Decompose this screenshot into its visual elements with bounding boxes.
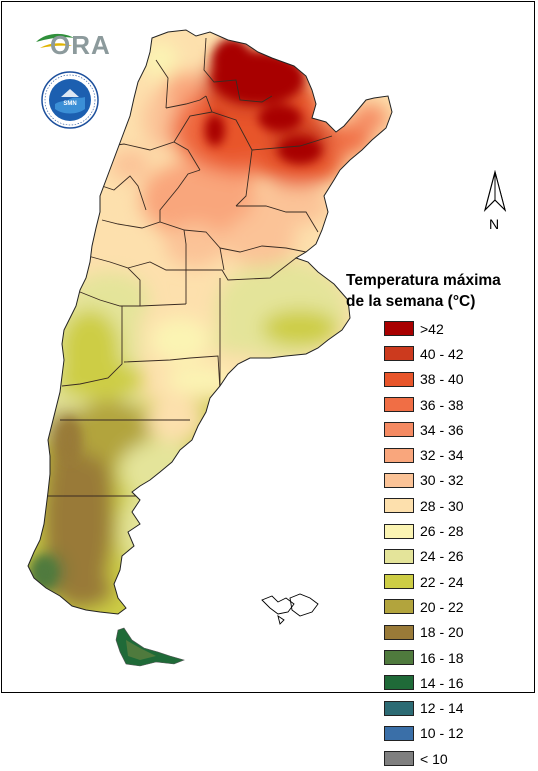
- legend-swatch: [384, 700, 414, 716]
- smn-seal-logo: SMN: [41, 71, 99, 129]
- ora-logo: ORA: [34, 28, 110, 62]
- legend-label: >42: [420, 320, 444, 337]
- legend-item: 32 - 34: [384, 442, 464, 467]
- legend-label: 36 - 38: [420, 396, 464, 413]
- legend-swatch: [384, 472, 414, 488]
- legend-item: 16 - 18: [384, 645, 464, 670]
- legend-label: 40 - 42: [420, 345, 464, 362]
- temperature-map: [27, 29, 393, 667]
- legend-label: 20 - 22: [420, 598, 464, 615]
- legend-label: 12 - 14: [420, 700, 464, 717]
- legend-item: 18 - 20: [384, 620, 464, 645]
- ora-logo-text: ORA: [50, 30, 111, 60]
- legend-item: 10 - 12: [384, 721, 464, 746]
- legend-swatch: [384, 574, 414, 590]
- legend-item: 20 - 22: [384, 594, 464, 619]
- legend-swatch: [384, 548, 414, 564]
- legend-swatch: [384, 371, 414, 387]
- legend-item: 36 - 38: [384, 392, 464, 417]
- legend-item: 26 - 28: [384, 518, 464, 543]
- legend-swatch: [384, 675, 414, 691]
- legend-label: 32 - 34: [420, 447, 464, 464]
- legend-item: 38 - 40: [384, 367, 464, 392]
- legend-title-line-1: Temperatura máxima: [346, 272, 501, 289]
- legend-label: 14 - 16: [420, 674, 464, 691]
- legend-item: 40 - 42: [384, 341, 464, 366]
- legend-label: 10 - 12: [420, 725, 464, 742]
- ora-leaf-icon: [36, 33, 74, 48]
- legend-swatch: [384, 751, 414, 767]
- legend-label: 38 - 40: [420, 371, 464, 388]
- legend-label: 30 - 32: [420, 472, 464, 489]
- legend-swatch: [384, 624, 414, 640]
- north-arrow-icon: [483, 169, 507, 212]
- legend-swatch: [384, 523, 414, 539]
- legend-item: 30 - 32: [384, 468, 464, 493]
- map-frame: [1, 1, 535, 693]
- legend-swatch: [384, 498, 414, 514]
- legend-label: 16 - 18: [420, 649, 464, 666]
- legend-item: >42: [384, 316, 464, 341]
- legend-item: 28 - 30: [384, 493, 464, 518]
- legend-item: 22 - 24: [384, 569, 464, 594]
- legend-swatch: [384, 321, 414, 337]
- legend-swatch: [384, 447, 414, 463]
- legend-title: Temperatura máxima de la semana (°C): [346, 270, 501, 312]
- north-label: N: [489, 216, 500, 232]
- legend-label: 22 - 24: [420, 573, 464, 590]
- legend-label: 34 - 36: [420, 421, 464, 438]
- legend-label: 26 - 28: [420, 523, 464, 540]
- legend-swatch: [384, 725, 414, 741]
- legend-title-line-2: de la semana (°C): [346, 293, 476, 310]
- legend-label: < 10: [420, 750, 448, 767]
- legend-label: 24 - 26: [420, 548, 464, 565]
- legend-item: 12 - 14: [384, 695, 464, 720]
- legend-swatch: [384, 422, 414, 438]
- legend-swatch: [384, 599, 414, 615]
- legend-swatch: [384, 397, 414, 413]
- legend-label: 18 - 20: [420, 624, 464, 641]
- svg-text:SMN: SMN: [63, 101, 76, 107]
- tierra-del-fuego: [115, 627, 185, 667]
- legend-swatch: [384, 650, 414, 665]
- malvinas-islands: [261, 593, 319, 625]
- north-arrow: N: [482, 169, 508, 234]
- legend-item: 14 - 16: [384, 670, 464, 695]
- legend-label: 28 - 30: [420, 497, 464, 514]
- legend-item: 24 - 26: [384, 544, 464, 569]
- legend: >42 40 - 42 38 - 40 36 - 38 34 - 36 32 - 34 30…: [384, 316, 464, 771]
- smn-globe-icon: SMN: [41, 71, 99, 129]
- legend-item: < 10: [384, 746, 464, 771]
- legend-item: 34 - 36: [384, 417, 464, 442]
- legend-swatch: [384, 346, 414, 362]
